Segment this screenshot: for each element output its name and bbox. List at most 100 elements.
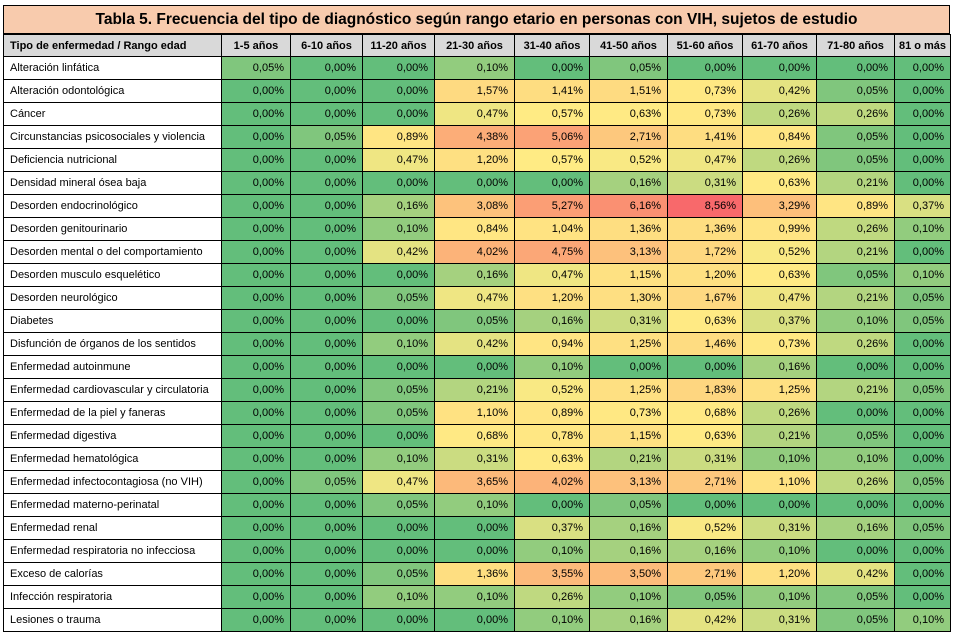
value-cell: 0,26% [514, 585, 590, 609]
value-cell: 0,00% [290, 286, 363, 310]
value-cell: 0,00% [221, 286, 291, 310]
value-cell: 3,50% [589, 562, 668, 586]
header-cell-age: 6-10 años [290, 34, 363, 57]
value-cell: 3,55% [514, 562, 590, 586]
value-cell: 0,21% [434, 378, 515, 402]
table-row: Enfermedad hematológica 0,00% 0,00% 0,10% 0,… [3, 447, 951, 471]
value-cell: 0,73% [667, 79, 743, 103]
value-cell: 0,00% [290, 539, 363, 563]
value-cell: 0,00% [362, 539, 435, 563]
value-cell: 0,00% [434, 355, 515, 379]
row-label: Enfermedad infectocontagiosa (no VIH) [3, 470, 222, 494]
value-cell: 3,13% [589, 470, 668, 494]
value-cell: 0,84% [434, 217, 515, 241]
value-cell: 1,15% [589, 424, 668, 448]
value-cell: 0,00% [894, 355, 951, 379]
value-cell: 0,16% [589, 539, 668, 563]
value-cell: 1,04% [514, 217, 590, 241]
table-row: Enfermedad digestiva 0,00% 0,00% 0,00% 0,68%… [3, 424, 951, 448]
value-cell: 0,10% [362, 447, 435, 471]
value-cell: 0,00% [894, 79, 951, 103]
value-cell: 2,71% [667, 562, 743, 586]
value-cell: 0,00% [290, 493, 363, 517]
value-cell: 0,05% [816, 79, 895, 103]
value-cell: 0,31% [667, 447, 743, 471]
value-cell: 0,00% [290, 424, 363, 448]
value-cell: 0,05% [816, 585, 895, 609]
value-cell: 0,00% [221, 562, 291, 586]
table-row: Enfermedad renal 0,00% 0,00% 0,00% 0,00% 0,37… [3, 516, 951, 540]
value-cell: 0,26% [742, 401, 817, 425]
value-cell: 0,00% [362, 424, 435, 448]
value-cell: 0,00% [221, 378, 291, 402]
value-cell: 1,20% [514, 286, 590, 310]
value-cell: 0,00% [514, 171, 590, 195]
value-cell: 8,56% [667, 194, 743, 218]
value-cell: 0,26% [816, 102, 895, 126]
value-cell: 0,00% [290, 516, 363, 540]
value-cell: 4,38% [434, 125, 515, 149]
header-cell-age: 81 o más [894, 34, 951, 57]
value-cell: 0,00% [290, 217, 363, 241]
value-cell: 0,05% [362, 378, 435, 402]
table-container: Tabla 5. Frecuencia del tipo de diagnóst… [3, 5, 951, 632]
value-cell: 0,00% [894, 56, 951, 80]
value-cell: 0,00% [221, 424, 291, 448]
table-row: Enfermedad autoinmune 0,00% 0,00% 0,00% 0,00… [3, 355, 951, 379]
value-cell: 0,16% [589, 516, 668, 540]
value-cell: 0,00% [221, 148, 291, 172]
value-cell: 0,00% [894, 102, 951, 126]
value-cell: 0,42% [434, 332, 515, 356]
value-cell: 0,10% [894, 263, 951, 287]
value-cell: 0,00% [894, 424, 951, 448]
value-cell: 0,00% [290, 194, 363, 218]
value-cell: 0,00% [894, 562, 951, 586]
value-cell: 0,73% [667, 102, 743, 126]
value-cell: 0,00% [290, 79, 363, 103]
value-cell: 0,05% [589, 493, 668, 517]
value-cell: 0,31% [667, 171, 743, 195]
table-row: Enfermedad infectocontagiosa (no VIH) 0,0… [3, 470, 951, 494]
value-cell: 1,20% [667, 263, 743, 287]
value-cell: 0,99% [742, 217, 817, 241]
value-cell: 0,10% [742, 447, 817, 471]
value-cell: 0,00% [816, 401, 895, 425]
value-cell: 0,00% [221, 171, 291, 195]
value-cell: 0,10% [362, 585, 435, 609]
value-cell: 0,10% [514, 608, 590, 632]
value-cell: 1,20% [434, 148, 515, 172]
row-label: Disfunción de órganos de los sentidos [3, 332, 222, 356]
value-cell: 0,00% [362, 171, 435, 195]
header-cell-age: 41-50 años [589, 34, 668, 57]
value-cell: 0,00% [514, 56, 590, 80]
value-cell: 1,25% [589, 332, 668, 356]
value-cell: 0,00% [894, 401, 951, 425]
table-row: Desorden neurológico 0,00% 0,00% 0,05% 0,47%… [3, 286, 951, 310]
value-cell: 0,05% [816, 263, 895, 287]
value-cell: 0,00% [221, 355, 291, 379]
value-cell: 0,16% [816, 516, 895, 540]
value-cell: 0,26% [816, 332, 895, 356]
value-cell: 0,00% [816, 539, 895, 563]
value-cell: 0,00% [742, 493, 817, 517]
value-cell: 4,75% [514, 240, 590, 264]
value-cell: 0,00% [362, 516, 435, 540]
frequency-table: Tipo de enfermedad / Rango edad 1-5 años… [3, 34, 951, 632]
value-cell: 0,05% [894, 470, 951, 494]
value-cell: 0,52% [742, 240, 817, 264]
row-label: Enfermedad respiratoria no infecciosa [3, 539, 222, 563]
value-cell: 0,16% [434, 263, 515, 287]
value-cell: 0,05% [362, 562, 435, 586]
value-cell: 0,68% [667, 401, 743, 425]
value-cell: 0,21% [742, 424, 817, 448]
value-cell: 6,16% [589, 194, 668, 218]
value-cell: 0,00% [221, 102, 291, 126]
value-cell: 0,31% [742, 516, 817, 540]
value-cell: 0,63% [589, 102, 668, 126]
row-label: Circunstancias psicosociales y violencia [3, 125, 222, 149]
value-cell: 0,68% [434, 424, 515, 448]
value-cell: 0,10% [894, 217, 951, 241]
value-cell: 0,00% [221, 332, 291, 356]
row-label: Enfermedad cardiovascular y circulatoria [3, 378, 222, 402]
row-label: Alteración linfática [3, 56, 222, 80]
